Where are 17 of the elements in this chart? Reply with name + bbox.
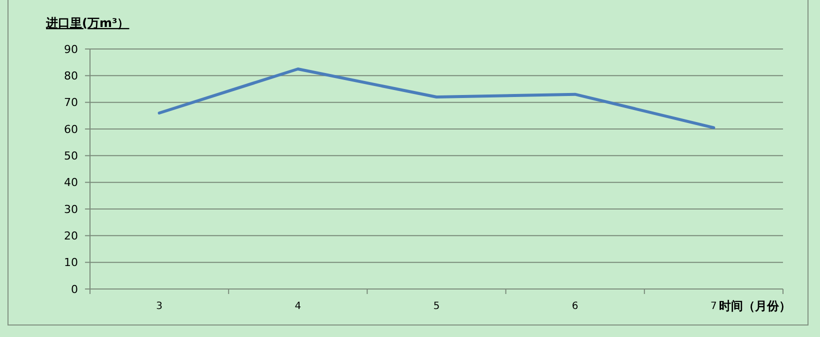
y-tick-label: 40 [64,176,78,190]
line-series [158,68,716,130]
y-tick-label: 30 [64,202,78,216]
y-tick-label: 0 [71,282,78,296]
x-tick-label: 4 [294,301,302,312]
y-tick-label: 90 [64,42,78,56]
y-tick-label: 10 [64,256,78,270]
y-tick-label: 20 [64,230,78,243]
x-tick-label: 6 [572,301,578,312]
y-tick-label: 80 [64,70,78,83]
x-tick-label: 7 [710,301,717,312]
x-axis-title: 时间（月份） [719,299,791,313]
y-tick-label: 60 [64,122,78,136]
y-tick-label: 50 [64,150,78,163]
x-tick-label: 3 [156,301,162,312]
y-tick-label: 70 [64,96,78,110]
x-tick-label: 5 [433,301,440,312]
